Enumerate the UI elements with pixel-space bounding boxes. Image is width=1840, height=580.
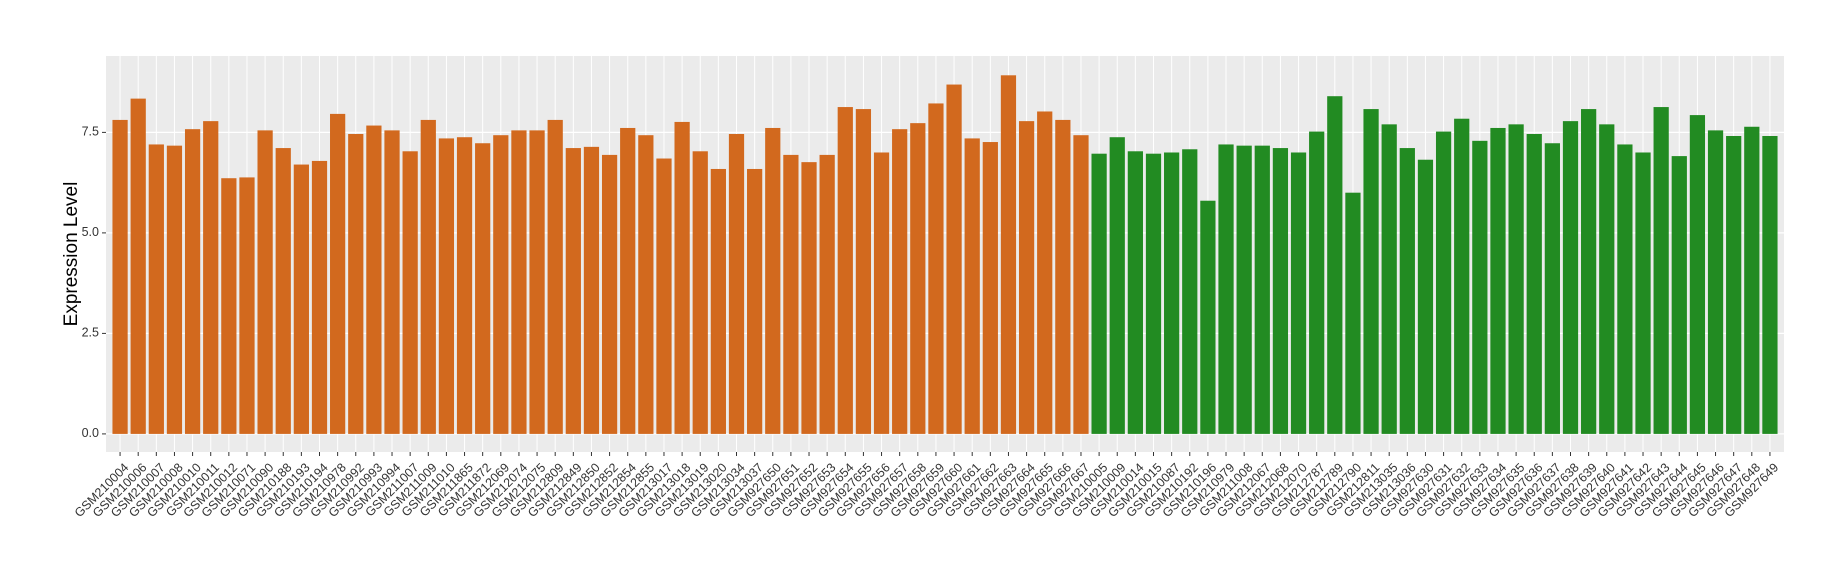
bar	[511, 130, 527, 434]
bar	[1290, 152, 1307, 434]
bar	[257, 130, 273, 434]
bar	[1327, 96, 1343, 434]
bar	[1454, 118, 1470, 434]
bar	[638, 135, 654, 434]
bar	[620, 127, 636, 434]
bar	[203, 121, 219, 434]
bar	[1599, 124, 1615, 434]
bar	[1526, 133, 1542, 434]
bar	[565, 148, 581, 434]
bar	[1182, 149, 1198, 434]
bar	[1145, 153, 1162, 434]
y-axis-title: Expression Level	[61, 182, 82, 327]
bar	[1472, 140, 1488, 434]
bar	[855, 109, 872, 434]
bar	[1200, 200, 1216, 434]
bar	[148, 144, 164, 434]
bar	[1018, 121, 1035, 434]
bar	[946, 84, 962, 434]
bar	[348, 133, 364, 434]
bar	[293, 164, 309, 434]
bar	[1762, 136, 1778, 434]
bar	[601, 154, 618, 434]
bar	[1236, 145, 1252, 434]
bar	[366, 125, 382, 434]
bar	[493, 135, 509, 434]
bar	[910, 123, 926, 434]
bar	[1109, 137, 1125, 434]
bar	[964, 138, 980, 434]
bar	[1417, 159, 1434, 434]
bar	[221, 178, 237, 434]
bar	[1363, 109, 1379, 434]
bar	[275, 148, 291, 434]
bar	[130, 98, 146, 434]
bar	[1055, 119, 1071, 434]
bar	[1091, 153, 1107, 434]
bar	[438, 138, 455, 434]
bar	[184, 129, 201, 434]
bar	[1581, 109, 1597, 434]
bar	[928, 103, 944, 434]
bar	[873, 152, 890, 434]
bar	[1345, 192, 1361, 434]
bar	[112, 119, 128, 434]
bar	[1381, 124, 1397, 434]
bar	[1562, 121, 1579, 434]
bar	[239, 177, 255, 434]
bar	[1490, 127, 1506, 434]
y-tick-label: 5.0	[82, 225, 99, 239]
bar	[982, 142, 998, 434]
bar	[1653, 107, 1669, 434]
bar	[547, 119, 563, 434]
bar	[166, 145, 183, 434]
bar	[1689, 115, 1706, 434]
bar	[311, 160, 328, 434]
bar	[583, 146, 600, 434]
bar	[783, 154, 799, 434]
bar	[1272, 148, 1289, 434]
bar	[1037, 111, 1053, 434]
bar	[728, 133, 745, 434]
bar	[710, 168, 726, 434]
bar	[1744, 126, 1760, 434]
bar	[837, 107, 853, 434]
bar	[475, 143, 491, 434]
bar	[1544, 143, 1560, 434]
bar	[1399, 148, 1415, 434]
bar	[1073, 135, 1089, 434]
bar	[330, 113, 346, 434]
bar	[892, 129, 908, 434]
bar	[1726, 136, 1742, 434]
bar	[384, 130, 400, 434]
bar	[747, 168, 763, 434]
bar	[529, 130, 545, 434]
bar	[1617, 144, 1633, 434]
bar	[1000, 75, 1017, 434]
bar	[420, 119, 436, 434]
bar	[1127, 151, 1143, 434]
bar	[1254, 145, 1270, 434]
bar	[1218, 144, 1234, 434]
y-tick-label: 2.5	[82, 326, 99, 340]
bar	[692, 151, 708, 434]
bar	[1707, 130, 1724, 434]
bar	[1671, 156, 1687, 434]
bar	[1508, 124, 1524, 434]
bar	[1309, 131, 1325, 434]
bar	[656, 158, 672, 434]
bar	[456, 137, 473, 434]
bar	[765, 127, 781, 434]
bar	[801, 162, 817, 434]
y-tick-label: 7.5	[82, 125, 99, 139]
bar	[674, 121, 690, 434]
bar	[1164, 152, 1180, 434]
bar	[819, 154, 835, 434]
bar	[1435, 131, 1452, 434]
bar	[1635, 152, 1651, 434]
y-tick-label: 0.0	[82, 426, 99, 440]
bar	[402, 151, 418, 434]
